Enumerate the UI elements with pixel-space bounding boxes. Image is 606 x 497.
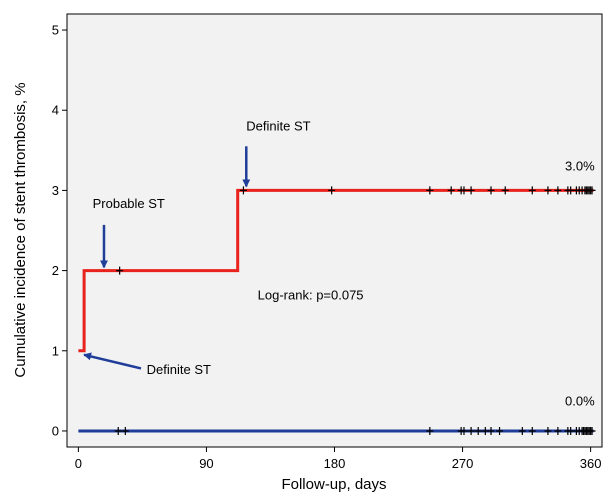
y-axis-title: Cumulative incidence of stent thrombosis… <box>12 82 29 377</box>
censor-mark <box>460 186 468 195</box>
censor-mark <box>487 426 495 435</box>
annotation-label: 0.0% <box>565 393 595 408</box>
censor-mark <box>554 186 562 195</box>
annotation-label: Definite ST <box>147 362 211 377</box>
censor-mark <box>588 426 596 435</box>
censor-mark <box>467 426 475 435</box>
y-tick-label: 2 <box>52 263 59 278</box>
y-tick-label: 3 <box>52 183 59 198</box>
censor-mark <box>121 426 129 435</box>
y-tick-label: 1 <box>52 343 59 358</box>
censor-mark <box>487 186 495 195</box>
plot-area <box>66 13 603 448</box>
x-tick-label: 0 <box>75 456 82 471</box>
censor-mark <box>239 186 247 195</box>
x-tick-label: 360 <box>580 456 602 471</box>
y-tick-label: 5 <box>52 23 59 38</box>
censor-marks <box>114 186 596 435</box>
censor-mark <box>328 186 336 195</box>
censor-mark <box>460 426 468 435</box>
censor-mark <box>116 266 124 275</box>
censor-mark <box>426 426 434 435</box>
y-tick-label: 4 <box>52 103 59 118</box>
censor-mark <box>447 186 455 195</box>
x-tick-label: 90 <box>199 456 213 471</box>
series-line-1 <box>78 188 594 353</box>
censor-mark <box>474 426 482 435</box>
censor-mark <box>544 186 552 195</box>
annotation-label: 3.0% <box>565 158 595 173</box>
annotation-arrow <box>83 352 142 370</box>
x-axis-title: Follow-up, days <box>281 476 386 493</box>
censor-mark <box>467 186 475 195</box>
censor-mark <box>544 426 552 435</box>
censor-mark <box>554 426 562 435</box>
x-axis: 0 90 180 270 360 <box>75 447 602 471</box>
annotation-label: Probable ST <box>93 196 165 211</box>
censor-mark <box>496 426 504 435</box>
censor-mark <box>588 186 596 195</box>
annotations: Definite ST Probable ST Definite ST Log-ran… <box>83 118 595 408</box>
x-tick-label: 180 <box>324 456 346 471</box>
series-layer <box>78 188 594 433</box>
censor-mark <box>426 186 434 195</box>
censor-mark <box>528 426 536 435</box>
censor-mark <box>518 426 526 435</box>
y-axis: 0 1 2 3 4 5 <box>52 23 67 438</box>
annotation-label: Log-rank: p=0.075 <box>258 287 364 302</box>
x-tick-label: 270 <box>452 456 474 471</box>
censor-mark <box>528 186 536 195</box>
y-tick-label: 0 <box>52 423 59 438</box>
annotation-label: Definite ST <box>246 118 310 133</box>
censor-mark <box>114 426 122 435</box>
censor-mark <box>501 186 509 195</box>
